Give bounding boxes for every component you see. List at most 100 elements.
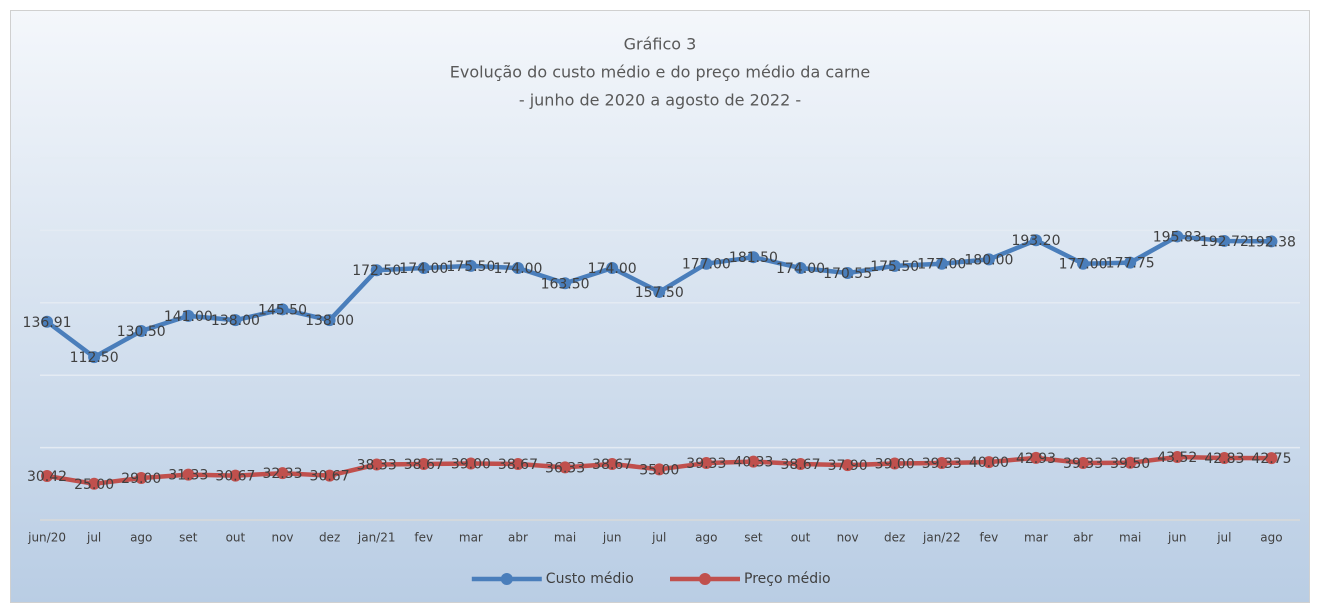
data-label: 130.50 [117, 324, 166, 340]
data-label: 38.67 [592, 457, 632, 473]
data-label: 138.00 [305, 313, 354, 329]
data-point [417, 262, 430, 275]
data-label: 37.90 [828, 458, 868, 474]
data-label: 25.00 [74, 477, 114, 493]
data-point [888, 457, 901, 470]
data-point [982, 253, 995, 266]
legend-label: Preço médio [744, 571, 831, 587]
data-label: 112.50 [70, 350, 119, 366]
x-tick-label: abr [1073, 531, 1093, 545]
data-point [1218, 451, 1231, 464]
chart-title: Gráfico 3 [624, 35, 697, 54]
data-label: 177.00 [917, 257, 966, 273]
data-point [370, 264, 383, 277]
data-label: 29.00 [121, 471, 161, 487]
data-point [323, 469, 336, 482]
data-label: 42.83 [1204, 451, 1244, 467]
chart-title: - junho de 2020 a agosto de 2022 - [519, 91, 801, 110]
data-label: 43.52 [1157, 450, 1197, 466]
legend-marker [500, 573, 513, 585]
data-point [511, 458, 524, 471]
x-tick-label: jan/22 [922, 531, 961, 545]
x-tick-label: jul [86, 531, 101, 545]
chart-frame [10, 10, 1310, 603]
legend-marker [699, 573, 711, 585]
x-tick-label: jul [1216, 531, 1231, 545]
x-tick-label: set [744, 531, 763, 545]
data-label: 39.00 [451, 457, 491, 473]
data-label: 39.33 [1063, 456, 1103, 472]
data-label: 39.33 [922, 456, 962, 472]
data-point [41, 469, 54, 482]
data-point [464, 457, 477, 470]
data-label: 180.00 [964, 252, 1013, 268]
data-label: 192.72 [1200, 234, 1249, 250]
data-point [417, 458, 430, 471]
data-point [982, 456, 995, 469]
data-point [841, 459, 854, 472]
data-point [888, 259, 901, 272]
data-point [464, 259, 477, 272]
data-point [1124, 456, 1137, 469]
data-point [794, 262, 807, 275]
data-label: 195.83 [1153, 229, 1202, 245]
data-point [935, 257, 948, 270]
x-tick-label: set [179, 531, 198, 545]
data-point [1171, 450, 1184, 463]
data-label: 38.67 [780, 457, 820, 473]
data-label: 145.50 [258, 302, 307, 318]
data-label: 38.67 [498, 457, 538, 473]
data-point [135, 472, 148, 485]
x-tick-label: nov [271, 531, 293, 545]
x-tick-label: mai [554, 531, 576, 545]
x-tick-label: out [791, 531, 811, 545]
data-label: 30.67 [215, 469, 255, 485]
data-label: 31.33 [168, 468, 208, 484]
data-point [1029, 234, 1042, 247]
x-tick-label: nov [837, 531, 859, 545]
data-label: 163.50 [541, 276, 590, 292]
x-tick-label: dez [319, 531, 340, 545]
data-point [229, 314, 242, 327]
x-tick-label: fev [414, 531, 433, 545]
data-label: 174.00 [399, 261, 448, 277]
data-point [794, 458, 807, 471]
data-label: 177.00 [1059, 257, 1108, 273]
data-label: 38.33 [357, 457, 397, 473]
data-point [747, 251, 760, 264]
data-point [182, 309, 195, 322]
x-tick-label: jun [1167, 531, 1187, 545]
data-label: 157.50 [635, 285, 684, 301]
data-label: 39.00 [875, 457, 915, 473]
data-label: 192.38 [1247, 234, 1296, 250]
data-point [935, 457, 948, 470]
x-tick-label: ago [130, 531, 152, 545]
data-point [276, 467, 289, 480]
data-label: 172.50 [352, 263, 401, 279]
legend-label: Custo médio [546, 571, 634, 587]
data-label: 30.67 [310, 469, 350, 485]
data-label: 175.50 [446, 259, 495, 275]
data-label: 40.33 [733, 455, 773, 471]
data-point [1124, 256, 1137, 269]
data-label: 39.33 [686, 456, 726, 472]
data-label: 36.33 [545, 460, 585, 476]
data-label: 174.00 [776, 261, 825, 277]
data-point [1218, 234, 1231, 247]
data-point [323, 314, 336, 327]
data-label: 175.50 [870, 259, 919, 275]
chart-title: Evolução do custo médio e do preço médio… [450, 63, 870, 82]
data-label: 177.00 [682, 257, 731, 273]
data-point [1265, 235, 1278, 248]
x-tick-label: jul [651, 531, 666, 545]
data-point [1077, 457, 1090, 470]
data-point [747, 455, 760, 468]
x-tick-label: jun/20 [27, 531, 66, 545]
data-point [88, 351, 101, 364]
x-tick-label: jun [602, 531, 622, 545]
data-label: 177.75 [1106, 256, 1155, 272]
x-tick-label: ago [1260, 531, 1282, 545]
x-tick-label: jan/21 [357, 531, 396, 545]
x-tick-label: abr [508, 531, 528, 545]
